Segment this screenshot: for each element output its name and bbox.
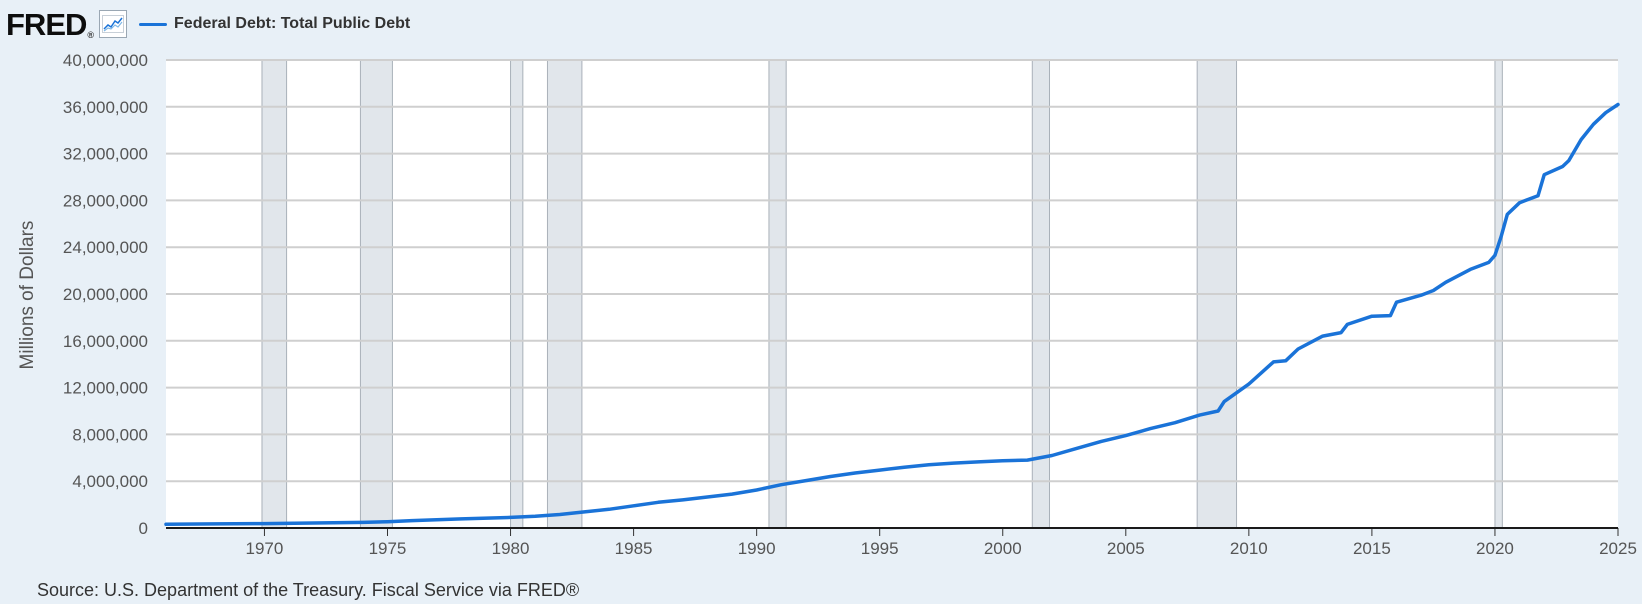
y-tick-label: 20,000,000: [63, 285, 148, 304]
chart-line-icon[interactable]: [99, 10, 128, 38]
y-tick-label: 12,000,000: [63, 379, 148, 398]
y-tick-label: 16,000,000: [63, 332, 148, 351]
x-tick-label: 1975: [369, 539, 407, 558]
y-tick-label: 4,000,000: [72, 472, 148, 491]
y-tick-label: 36,000,000: [63, 98, 148, 117]
x-tick-label: 1990: [738, 539, 776, 558]
y-tick-label: 0: [139, 519, 148, 538]
x-tick-label: 2010: [1230, 539, 1268, 558]
x-tick-label: 2000: [984, 539, 1022, 558]
legend-swatch: [139, 22, 168, 26]
y-tick-label: 24,000,000: [63, 238, 148, 257]
chart-header: FRED® Federal Debt: Total Public Debt: [6, 6, 410, 42]
x-tick-label: 2015: [1353, 539, 1391, 558]
source-note: Source: U.S. Department of the Treasury.…: [37, 580, 580, 600]
x-tick-label: 2005: [1107, 539, 1145, 558]
y-tick-label: 8,000,000: [72, 425, 148, 444]
chart-legend: Federal Debt: Total Public Debt: [139, 15, 410, 33]
y-tick-label: 40,000,000: [63, 51, 148, 70]
x-tick-label: 1985: [615, 539, 653, 558]
y-tick-label: 32,000,000: [63, 145, 148, 164]
x-tick-label: 1980: [492, 539, 530, 558]
x-tick-label: 2020: [1476, 539, 1514, 558]
fred-logo[interactable]: FRED®: [6, 6, 94, 42]
y-tick-label: 28,000,000: [63, 191, 148, 210]
legend-label: Federal Debt: Total Public Debt: [174, 15, 411, 32]
x-tick-label: 2025: [1599, 539, 1637, 558]
x-tick-label: 1995: [861, 539, 899, 558]
x-tick-label: 1970: [246, 539, 284, 558]
series-line: [164, 102, 1620, 527]
